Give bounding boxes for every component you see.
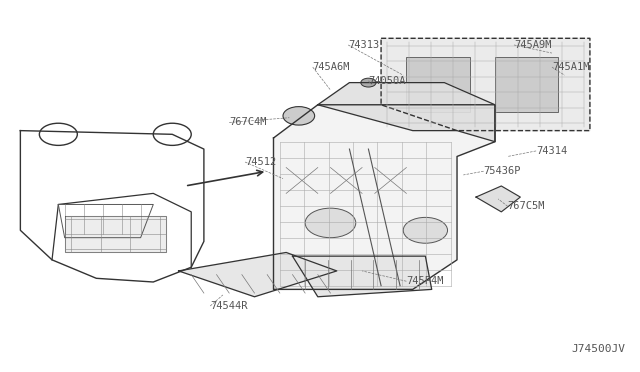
- Polygon shape: [179, 253, 337, 297]
- Circle shape: [39, 123, 77, 145]
- Text: J74500JV: J74500JV: [571, 344, 625, 354]
- Text: 745A1M: 745A1M: [552, 62, 589, 72]
- Text: 75436P: 75436P: [484, 166, 521, 176]
- Text: 74050A: 74050A: [369, 76, 406, 86]
- Text: 767C5M: 767C5M: [508, 201, 545, 211]
- Polygon shape: [318, 83, 495, 142]
- Text: 74313: 74313: [348, 40, 380, 50]
- Circle shape: [153, 123, 191, 145]
- Polygon shape: [476, 186, 520, 212]
- Circle shape: [283, 107, 315, 125]
- Text: 745A6M: 745A6M: [313, 62, 350, 72]
- Text: 745A9M: 745A9M: [514, 40, 552, 50]
- Polygon shape: [65, 215, 166, 253]
- Circle shape: [305, 208, 356, 238]
- Polygon shape: [273, 105, 495, 289]
- Text: 74314: 74314: [536, 146, 568, 156]
- FancyBboxPatch shape: [406, 57, 470, 112]
- Text: 74512: 74512: [245, 157, 276, 167]
- Text: 74544R: 74544R: [210, 301, 248, 311]
- Circle shape: [361, 78, 376, 87]
- Circle shape: [403, 217, 447, 243]
- Text: 767C4M: 767C4M: [229, 118, 267, 128]
- FancyBboxPatch shape: [495, 57, 558, 112]
- Text: 745P4M: 745P4M: [406, 276, 444, 286]
- Polygon shape: [292, 256, 432, 297]
- Polygon shape: [381, 38, 590, 131]
